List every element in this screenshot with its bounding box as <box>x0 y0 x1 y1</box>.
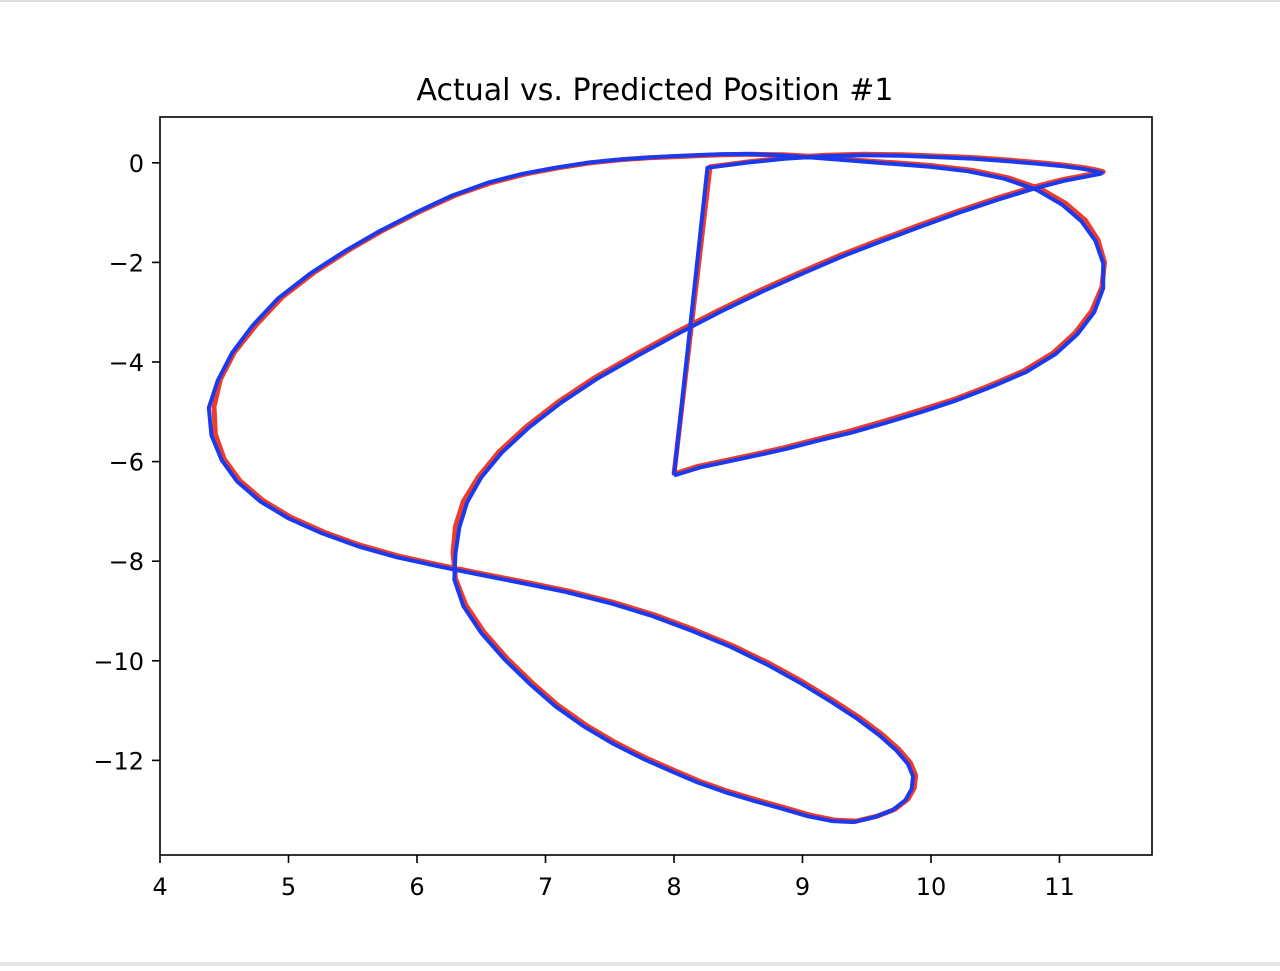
window-top-border <box>0 0 1280 2</box>
x-tick-label: 11 <box>1044 873 1075 901</box>
x-tick-label: 10 <box>916 873 947 901</box>
series-line-2 <box>206 151 1106 825</box>
y-tick-label: −8 <box>109 548 144 576</box>
series-line-1 <box>211 151 1107 824</box>
x-tick-label: 4 <box>152 873 167 901</box>
x-tick-label: 5 <box>281 873 296 901</box>
y-tick-label: −12 <box>93 747 144 775</box>
chart-title: Actual vs. Predicted Position #1 <box>417 73 894 108</box>
x-tick-label: 7 <box>538 873 553 901</box>
x-tick-label: 8 <box>666 873 681 901</box>
plot-area-frame <box>159 116 1153 856</box>
y-tick-label: −4 <box>109 349 144 377</box>
x-tick-label: 9 <box>795 873 810 901</box>
x-tick-label: 6 <box>409 873 424 901</box>
y-tick-label: −6 <box>109 449 144 477</box>
y-axis: 0 −2 −4 −6 −8 −10 −12 <box>93 150 160 775</box>
y-tick-label: 0 <box>129 150 144 178</box>
y-tick-label: −10 <box>93 648 144 676</box>
series-layer <box>206 151 1107 825</box>
window-bottom-border <box>0 962 1280 966</box>
y-tick-label: −2 <box>109 249 144 277</box>
x-axis: 4 5 6 7 8 9 10 11 <box>152 855 1075 901</box>
